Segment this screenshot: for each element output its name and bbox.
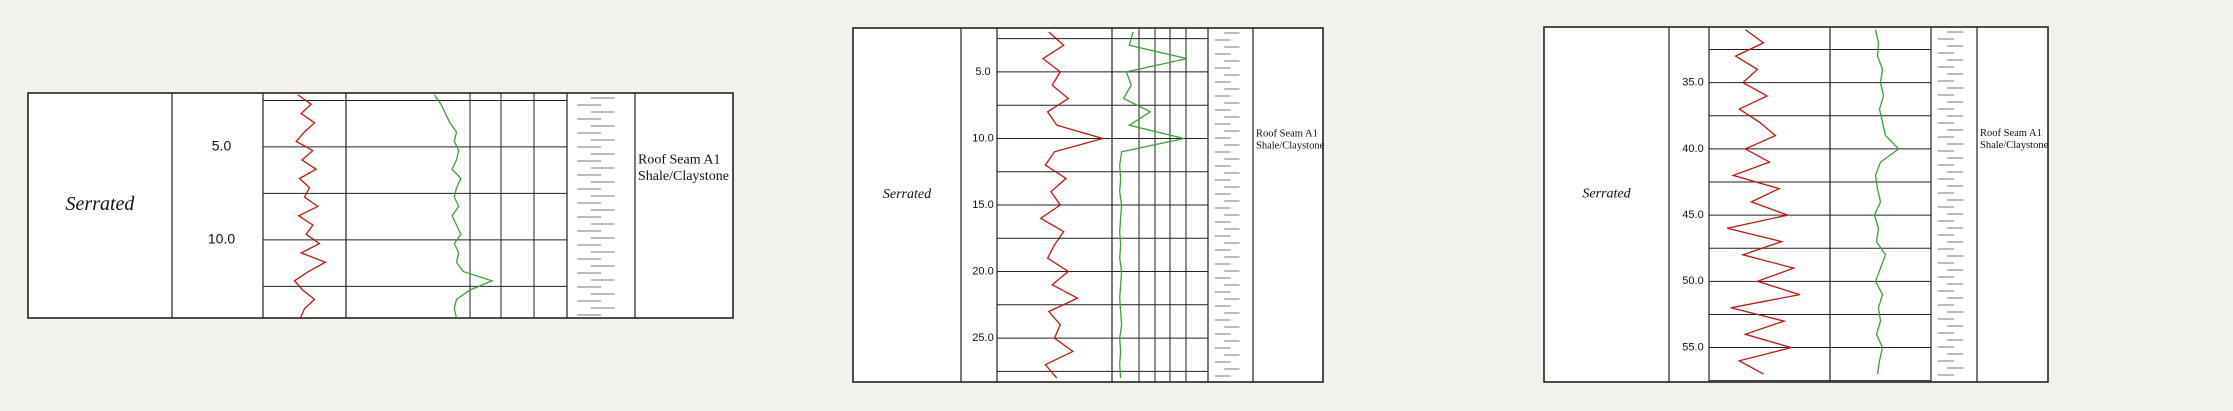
density-curve <box>1039 31 1106 379</box>
lithology-label: Shale/Claystone <box>638 169 729 184</box>
depth-tick-label: 10.0 <box>972 132 993 144</box>
gamma-curve <box>1873 29 1900 375</box>
log-panel: 5.0 10.0 15.0 20.0 25.0 Serrated Roof Seam A1S… <box>852 27 1325 383</box>
gamma-curve <box>433 94 494 319</box>
depth-tick-label: 5.0 <box>212 138 232 154</box>
density-curve <box>1727 29 1800 375</box>
panel-border <box>1543 26 2049 383</box>
gamma-curve <box>1119 31 1188 379</box>
depth-tick-label: 45.0 <box>1682 209 1703 221</box>
depth-tick-label: 25.0 <box>972 332 993 344</box>
lithology-label: Roof Seam A1 <box>1980 128 2042 139</box>
facies-annotation: Serrated <box>66 193 136 215</box>
lithology-pattern <box>1214 32 1240 377</box>
lithology-label: Shale/Claystone <box>1980 140 2049 151</box>
panel-background <box>28 93 733 318</box>
panel-border <box>27 92 734 319</box>
facies-annotation: Serrated <box>883 187 932 202</box>
density-curve <box>293 94 327 319</box>
depth-tick-label: 15.0 <box>972 199 993 211</box>
depth-tick-label: 20.0 <box>972 265 993 277</box>
depth-tick-label: 10.0 <box>208 231 235 247</box>
depth-tick-label: 55.0 <box>1682 341 1703 353</box>
lithology-pattern <box>1937 31 1964 376</box>
depth-tick-label: 5.0 <box>975 66 990 78</box>
lithology-label: Roof Seam A1 <box>1256 129 1318 140</box>
log-panel: 5.0 10.0 Serrated Roof Seam A1Shale/Claysto… <box>27 92 734 319</box>
lithology-label: Roof Seam A1 <box>638 153 720 168</box>
panel-border <box>852 27 1324 383</box>
depth-tick-label: 35.0 <box>1682 77 1703 89</box>
panel-background <box>1544 27 2048 382</box>
lithology-pattern <box>577 97 615 316</box>
depth-tick-label: 40.0 <box>1682 143 1703 155</box>
lithology-label: Shale/Claystone <box>1256 141 1325 152</box>
log-panel: 35.0 40.0 45.0 50.0 55.0 Serrated Roof Seam A1… <box>1543 26 2049 383</box>
depth-tick-label: 50.0 <box>1682 275 1703 287</box>
facies-annotation: Serrated <box>1582 187 1631 202</box>
